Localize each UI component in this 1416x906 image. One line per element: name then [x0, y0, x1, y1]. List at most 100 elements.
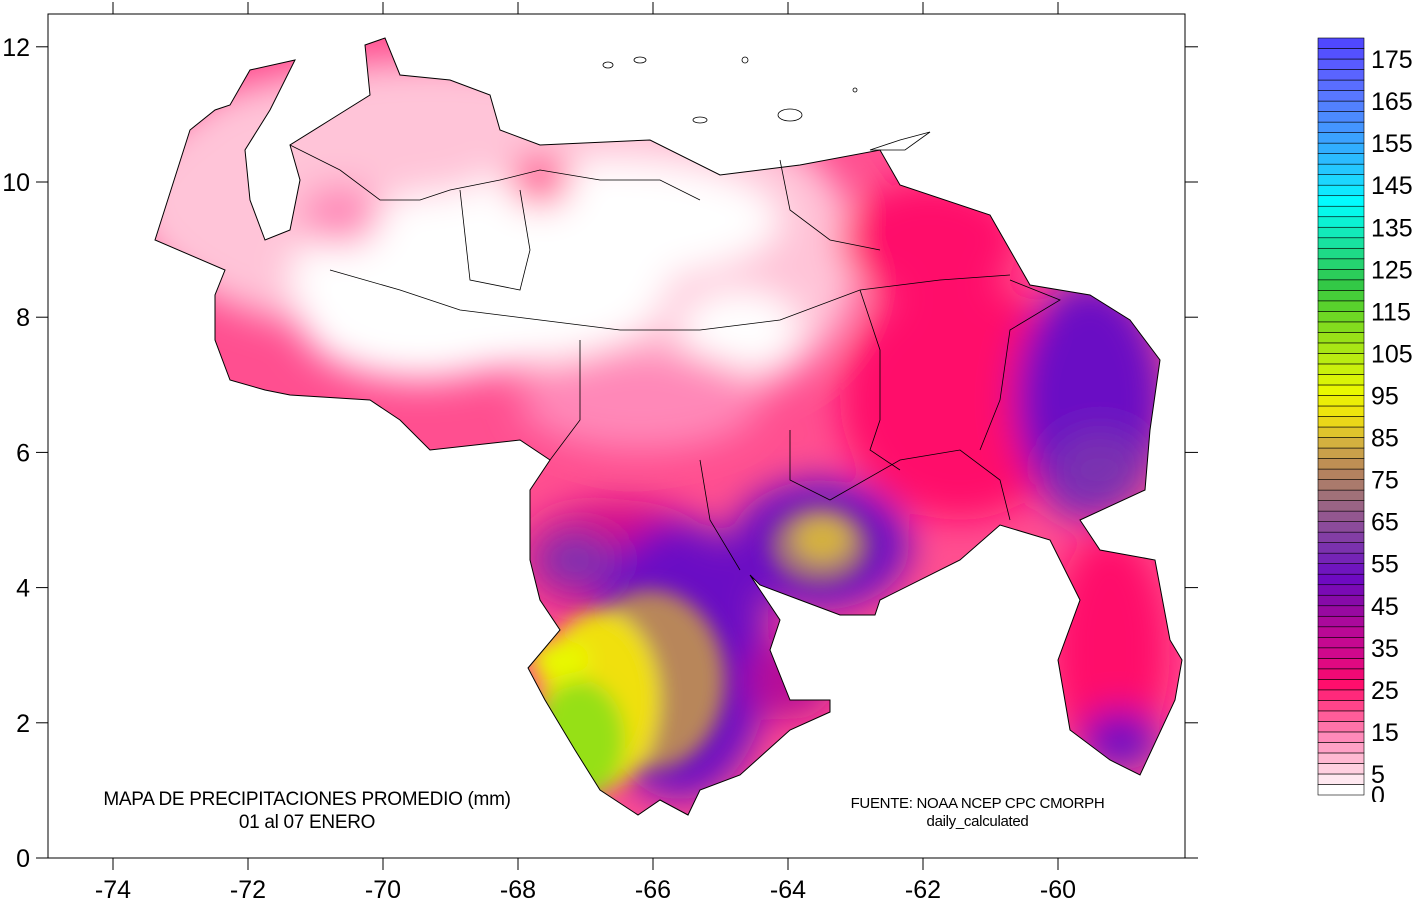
- legend-swatch: [1317, 342, 1365, 354]
- legend-swatch: [1317, 437, 1365, 449]
- y-tick-label: 8: [16, 304, 30, 332]
- x-tick-label: -64: [770, 876, 806, 904]
- legend-label: 95: [1371, 382, 1399, 410]
- legend-label: 105: [1371, 340, 1413, 368]
- legend-swatch: [1317, 58, 1365, 70]
- x-tick-label: -70: [365, 876, 401, 904]
- legend-label: 15: [1371, 719, 1399, 747]
- legend-swatch: [1317, 48, 1365, 60]
- legend-label: 175: [1371, 46, 1413, 74]
- legend-swatch: [1317, 195, 1365, 207]
- legend-swatch: [1317, 752, 1365, 764]
- legend-swatch: [1317, 763, 1365, 775]
- legend-swatch: [1317, 258, 1365, 270]
- legend-swatch: [1317, 384, 1365, 396]
- legend-swatch: [1317, 784, 1365, 796]
- legend-swatch: [1317, 615, 1365, 628]
- legend-swatch: [1317, 69, 1365, 81]
- legend-swatch: [1317, 353, 1365, 365]
- y-tick-label: 12: [2, 34, 30, 62]
- y-axis: 0 2 4 6 8 10 12: [2, 34, 1198, 873]
- legend-swatch: [1317, 426, 1365, 438]
- legend-swatch: [1317, 458, 1365, 470]
- legend-swatch: [1317, 489, 1365, 501]
- legend-swatch: [1317, 773, 1365, 785]
- legend-label: 45: [1371, 593, 1399, 621]
- islands: [602, 56, 931, 151]
- legend-swatch: [1317, 121, 1365, 133]
- legend-swatch: [1317, 290, 1365, 302]
- legend-swatch: [1317, 374, 1365, 386]
- legend-swatch: [1317, 531, 1365, 543]
- legend-swatch: [1317, 658, 1365, 670]
- legend-swatch: [1317, 552, 1365, 564]
- legend-label: 155: [1371, 130, 1413, 158]
- legend-swatch: [1317, 479, 1365, 491]
- y-tick-label: 4: [16, 575, 30, 603]
- legend-swatch: [1317, 279, 1365, 291]
- y-tick-label: 10: [2, 169, 30, 197]
- legend-swatch: [1317, 668, 1365, 680]
- legend-swatch: [1317, 37, 1365, 49]
- legend-swatch: [1317, 311, 1365, 323]
- y-tick-label: 2: [16, 710, 30, 738]
- map-title: MAPA DE PRECIPITACIONES PROMEDIO (mm): [103, 789, 511, 810]
- legend-swatch: [1317, 605, 1365, 617]
- legend-label: 0: [1371, 782, 1385, 802]
- legend-swatch: [1317, 416, 1365, 428]
- legend-swatch: [1317, 205, 1365, 218]
- legend-swatch: [1317, 500, 1365, 512]
- legend-swatch: [1317, 395, 1365, 407]
- legend-label: 25: [1371, 677, 1399, 705]
- legend-swatch: [1317, 321, 1365, 333]
- legend-label: 165: [1371, 88, 1413, 116]
- legend-label: 5: [1371, 761, 1385, 789]
- map-title-block: MAPA DE PRECIPITACIONES PROMEDIO (mm) 01…: [62, 788, 552, 834]
- legend-swatch: [1317, 111, 1365, 123]
- legend-swatch: [1317, 405, 1365, 417]
- legend-swatch: [1317, 573, 1365, 586]
- legend-swatch: [1317, 679, 1365, 691]
- field-central-max: [794, 518, 850, 562]
- legend-label: 125: [1371, 256, 1413, 284]
- legend-swatch: [1317, 269, 1365, 281]
- x-tick-label: -74: [95, 876, 131, 904]
- legend-swatch: [1317, 132, 1365, 144]
- source-detail: daily_calculated: [926, 813, 1029, 830]
- legend-label: 145: [1371, 172, 1413, 200]
- legend-swatch: [1317, 742, 1365, 754]
- legend-label: 35: [1371, 635, 1399, 663]
- legend-swatch: [1317, 700, 1365, 712]
- state-borders: [289, 144, 1061, 571]
- legend-swatch: [1317, 153, 1365, 165]
- legend-swatch: [1317, 521, 1365, 533]
- legend-swatch: [1317, 100, 1365, 112]
- legend-swatch: [1317, 731, 1365, 743]
- legend-swatch: [1317, 626, 1365, 638]
- legend-swatch: [1317, 163, 1365, 175]
- source-block: FUENTE: NOAA NCEP CPC CMORPH daily_calcu…: [830, 795, 1125, 831]
- legend-swatch: [1317, 563, 1365, 575]
- legend-swatch: [1317, 237, 1365, 249]
- legend-swatch: [1317, 174, 1365, 186]
- legend-swatch: [1317, 90, 1365, 102]
- legend-label: 85: [1371, 425, 1399, 453]
- legend-label: 135: [1371, 214, 1413, 242]
- source-text: FUENTE: NOAA NCEP CPC CMORPH: [850, 795, 1105, 812]
- color-legend: 05 15 25 35 45 55 65 75 85 95 105 115 125 135 145 155 16…: [1317, 37, 1413, 802]
- y-tick-label: 0: [16, 845, 30, 873]
- legend-swatch: [1317, 689, 1365, 701]
- legend-swatch: [1317, 721, 1365, 733]
- legend-swatch: [1317, 79, 1365, 91]
- legend-swatch: [1317, 216, 1365, 228]
- y-tick-label: 6: [16, 439, 30, 467]
- legend-label: 65: [1371, 509, 1399, 537]
- legend-swatch: [1317, 584, 1365, 596]
- legend-swatch: [1317, 647, 1365, 659]
- legend-label: 75: [1371, 467, 1399, 495]
- legend-swatch: [1317, 363, 1365, 375]
- legend-swatch: [1317, 636, 1365, 649]
- legend-swatch: [1317, 447, 1365, 459]
- legend-swatch: [1317, 300, 1365, 312]
